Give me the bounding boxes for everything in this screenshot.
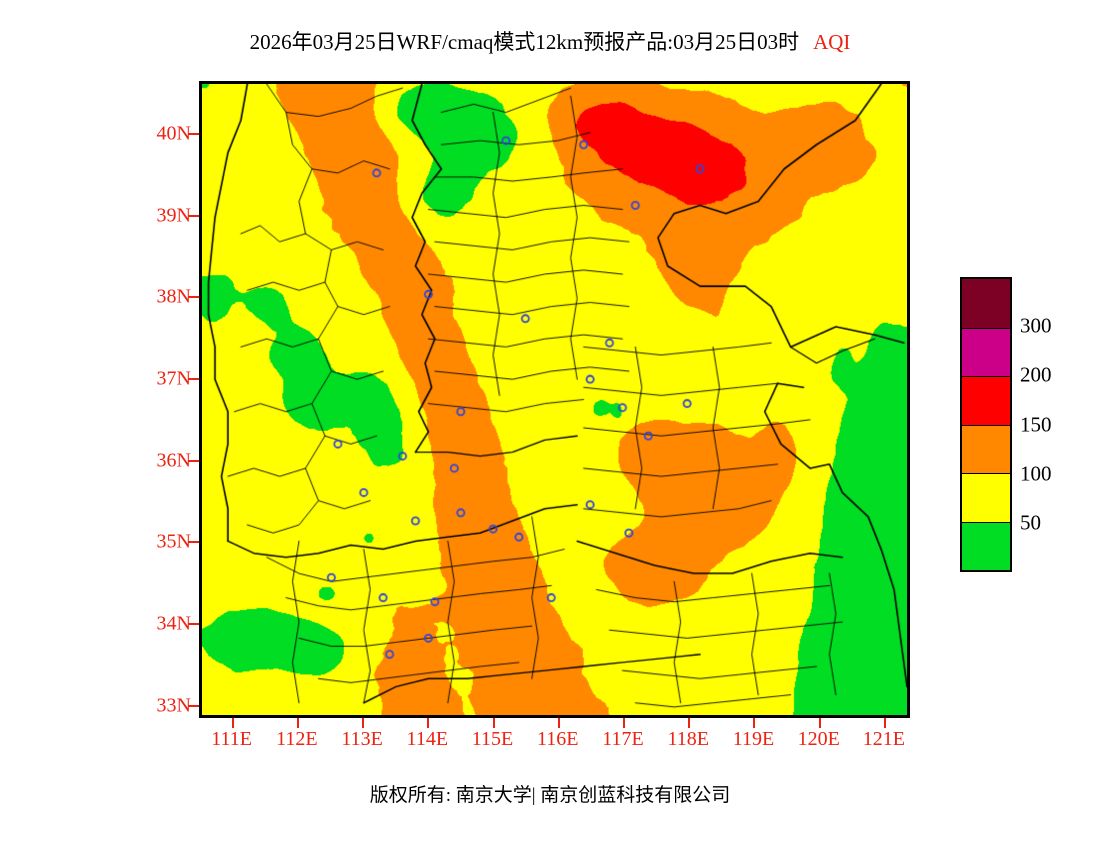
chart-title: 2026年03月25日WRF/cmaq模式12km预报产品:03月25日03时 A… xyxy=(0,26,1100,56)
y-axis-label-40n: 40N xyxy=(156,122,191,145)
y-axis-label-33n: 33N xyxy=(156,694,191,717)
colorbar-band-0-50 xyxy=(962,521,1010,570)
x-axis-label-113e: 113E xyxy=(341,728,383,750)
x-axis-tick xyxy=(753,718,756,728)
x-axis-tick xyxy=(296,718,299,728)
colorbar-tick-100: 100 xyxy=(1020,461,1052,486)
x-axis-label-117e: 117E xyxy=(602,728,644,750)
y-axis-tick xyxy=(188,459,199,462)
copyright-footer: 版权所有: 南京大学| 南京创蓝科技有限公司 xyxy=(369,785,731,806)
y-axis-tick xyxy=(188,133,199,136)
map-plot-area xyxy=(199,81,910,718)
chart-title-variable: AQI xyxy=(813,30,851,54)
x-axis-tick xyxy=(362,718,365,728)
y-axis-label-39n: 39N xyxy=(156,204,191,227)
x-axis: 111E 112E 113E 114E 115E 116E 117E 118E 119E 120E… xyxy=(0,728,1100,758)
x-axis-label-121e: 121E xyxy=(862,728,906,750)
colorbar-tick-50: 50 xyxy=(1020,510,1041,535)
y-axis-label-38n: 38N xyxy=(156,285,191,308)
y-axis-label-34n: 34N xyxy=(156,612,191,635)
x-axis-label-115e: 115E xyxy=(471,728,514,750)
y-axis-label-35n: 35N xyxy=(156,530,191,553)
colorbar-band-200-300 xyxy=(962,327,1010,376)
x-axis-tick xyxy=(492,718,495,728)
x-axis-label-119e: 119E xyxy=(732,728,775,750)
x-axis-label-120e: 120E xyxy=(797,728,840,750)
x-axis-tick xyxy=(557,718,560,728)
colorbar-tick-150: 150 xyxy=(1020,412,1052,436)
y-axis-tick xyxy=(188,296,199,299)
colorbar-band-150-200 xyxy=(962,376,1010,425)
y-axis-tick xyxy=(188,704,199,707)
y-axis-label-36n: 36N xyxy=(156,449,191,472)
x-axis-tick xyxy=(688,718,691,728)
colorbar-legend: 300 200 150 100 50 xyxy=(960,277,1090,577)
colorbar-bands xyxy=(960,277,1012,572)
colorbar-band-100-150 xyxy=(962,424,1010,473)
x-axis-tick xyxy=(818,718,821,728)
x-axis-tick xyxy=(622,718,625,728)
x-axis-tick xyxy=(231,718,234,728)
y-axis-tick xyxy=(188,541,199,544)
x-axis-label-112e: 112E xyxy=(276,728,318,750)
colorbar-band-300+ xyxy=(962,279,1010,328)
chart-title-main: 2026年03月25日WRF/cmaq模式12km预报产品:03月25日03时 xyxy=(249,30,800,54)
x-axis-label-116e: 116E xyxy=(537,728,579,750)
x-axis-label-118e: 118E xyxy=(667,728,709,750)
y-axis-tick xyxy=(188,214,199,217)
x-axis-tick xyxy=(883,718,886,728)
y-axis-label-37n: 37N xyxy=(156,367,191,390)
y-axis-tick xyxy=(188,378,199,381)
y-axis-tick xyxy=(188,623,199,626)
aqi-contour-map xyxy=(202,84,907,715)
x-axis-label-114e: 114E xyxy=(406,728,449,750)
y-axis: 40N 39N 38N 37N 36N 35N 34N 33N xyxy=(119,0,191,850)
x-axis-tick xyxy=(427,718,430,728)
colorbar-tick-300: 300 xyxy=(1020,313,1052,338)
x-axis-label-111e: 111E xyxy=(211,728,252,750)
colorbar-band-50-100 xyxy=(962,473,1010,522)
colorbar-tick-200: 200 xyxy=(1020,362,1052,387)
